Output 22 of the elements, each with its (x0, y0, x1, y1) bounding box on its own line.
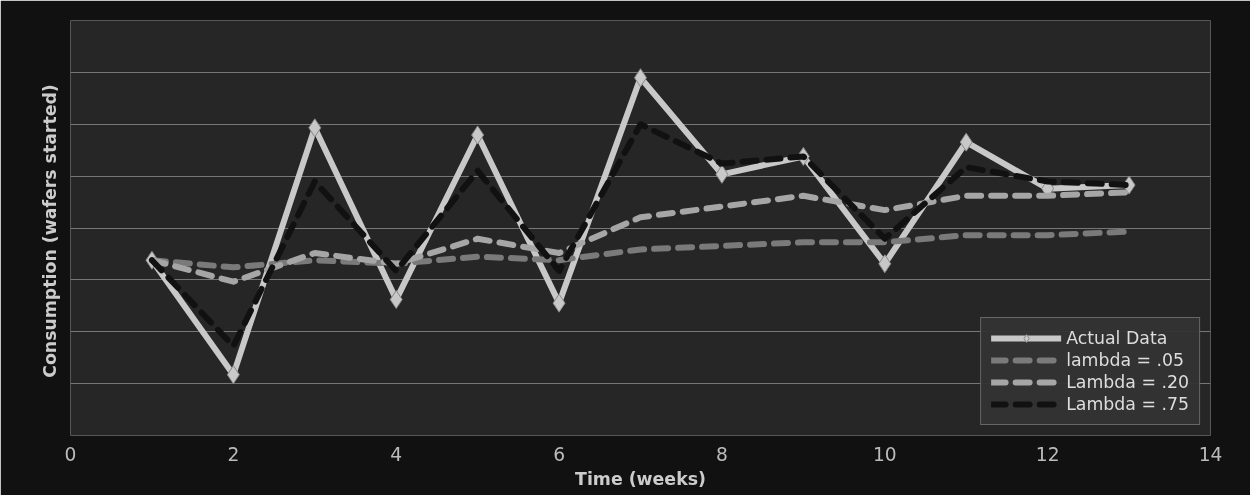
x-tick-label: 14 (1198, 443, 1223, 465)
point (552, 293, 566, 313)
x-tick-label: 10 (872, 443, 897, 465)
point (226, 365, 240, 385)
point (959, 132, 973, 152)
x-tick-label: 2 (227, 443, 240, 465)
legend-label: lambda = .05 (1066, 350, 1185, 370)
point (308, 118, 322, 138)
x-tick-label: 12 (1035, 443, 1060, 465)
x-axis-title: Time (weeks) (575, 468, 706, 489)
x-tick-label: 8 (715, 443, 728, 465)
x-tick-label: 6 (553, 443, 566, 465)
x-tick-label: 0 (64, 443, 77, 465)
point (878, 254, 892, 274)
legend-label: Actual Data (1066, 328, 1168, 348)
legend-label: Lambda = .20 (1066, 372, 1189, 392)
point (715, 164, 729, 184)
y-axis-title: Consumption (wafers started) (39, 84, 60, 378)
point (389, 290, 403, 310)
legend-label: Lambda = .75 (1066, 394, 1189, 414)
x-tick-label: 4 (390, 443, 403, 465)
point (471, 125, 485, 145)
